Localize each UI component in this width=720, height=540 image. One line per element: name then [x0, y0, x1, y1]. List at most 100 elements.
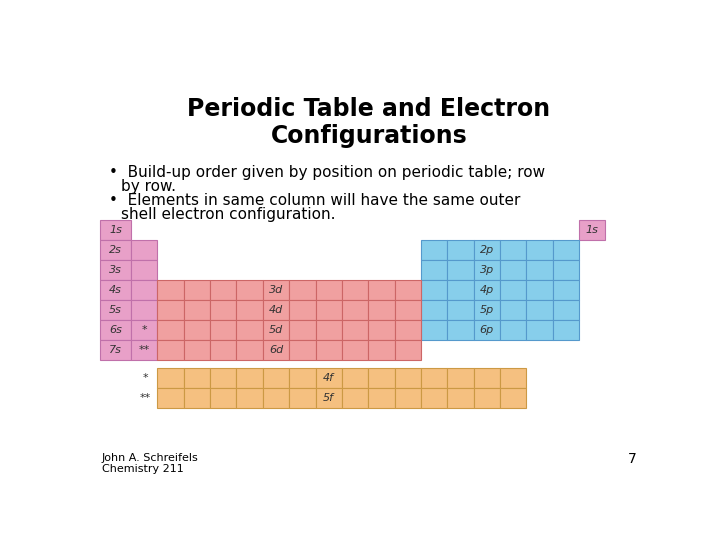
Text: Periodic Table and Electron
Configurations: Periodic Table and Electron Configuratio…: [187, 97, 551, 148]
FancyBboxPatch shape: [500, 388, 526, 408]
FancyBboxPatch shape: [131, 240, 158, 260]
FancyBboxPatch shape: [447, 320, 474, 340]
FancyBboxPatch shape: [342, 368, 368, 388]
FancyBboxPatch shape: [553, 280, 579, 300]
FancyBboxPatch shape: [315, 300, 342, 320]
FancyBboxPatch shape: [553, 260, 579, 280]
Text: •  Elements in same column will have the same outer: • Elements in same column will have the …: [109, 193, 521, 208]
FancyBboxPatch shape: [500, 368, 526, 388]
FancyBboxPatch shape: [158, 368, 184, 388]
FancyBboxPatch shape: [474, 368, 500, 388]
FancyBboxPatch shape: [158, 340, 184, 361]
FancyBboxPatch shape: [263, 388, 289, 408]
FancyBboxPatch shape: [100, 320, 131, 340]
Text: 1s: 1s: [586, 225, 598, 235]
FancyBboxPatch shape: [500, 280, 526, 300]
FancyBboxPatch shape: [421, 260, 447, 280]
FancyBboxPatch shape: [474, 260, 500, 280]
Text: *: *: [141, 326, 147, 335]
FancyBboxPatch shape: [553, 300, 579, 320]
FancyBboxPatch shape: [100, 260, 131, 280]
FancyBboxPatch shape: [289, 320, 315, 340]
FancyBboxPatch shape: [421, 388, 447, 408]
FancyBboxPatch shape: [184, 388, 210, 408]
FancyBboxPatch shape: [210, 340, 236, 361]
FancyBboxPatch shape: [526, 260, 553, 280]
FancyBboxPatch shape: [184, 320, 210, 340]
FancyBboxPatch shape: [447, 280, 474, 300]
FancyBboxPatch shape: [158, 388, 184, 408]
FancyBboxPatch shape: [579, 220, 606, 240]
Text: 6s: 6s: [109, 326, 122, 335]
FancyBboxPatch shape: [236, 320, 263, 340]
Text: **: **: [139, 346, 150, 355]
Text: 5p: 5p: [480, 306, 494, 315]
FancyBboxPatch shape: [421, 240, 447, 260]
FancyBboxPatch shape: [342, 280, 368, 300]
FancyBboxPatch shape: [236, 340, 263, 361]
FancyBboxPatch shape: [315, 368, 342, 388]
FancyBboxPatch shape: [553, 240, 579, 260]
Text: 6d: 6d: [269, 346, 283, 355]
FancyBboxPatch shape: [447, 388, 474, 408]
FancyBboxPatch shape: [342, 388, 368, 408]
FancyBboxPatch shape: [395, 280, 421, 300]
FancyBboxPatch shape: [289, 368, 315, 388]
FancyBboxPatch shape: [474, 280, 500, 300]
Text: by row.: by row.: [121, 179, 176, 194]
FancyBboxPatch shape: [263, 320, 289, 340]
Text: *: *: [143, 373, 148, 383]
FancyBboxPatch shape: [526, 320, 553, 340]
FancyBboxPatch shape: [131, 300, 158, 320]
FancyBboxPatch shape: [184, 280, 210, 300]
FancyBboxPatch shape: [368, 300, 395, 320]
Text: 3p: 3p: [480, 265, 494, 275]
FancyBboxPatch shape: [315, 340, 342, 361]
FancyBboxPatch shape: [100, 220, 131, 240]
FancyBboxPatch shape: [131, 280, 158, 300]
FancyBboxPatch shape: [315, 280, 342, 300]
FancyBboxPatch shape: [236, 388, 263, 408]
Text: 6p: 6p: [480, 326, 494, 335]
FancyBboxPatch shape: [500, 320, 526, 340]
FancyBboxPatch shape: [184, 368, 210, 388]
Text: 1s: 1s: [109, 225, 122, 235]
FancyBboxPatch shape: [500, 240, 526, 260]
FancyBboxPatch shape: [526, 280, 553, 300]
FancyBboxPatch shape: [158, 320, 184, 340]
FancyBboxPatch shape: [263, 340, 289, 361]
FancyBboxPatch shape: [395, 368, 421, 388]
Text: •  Build-up order given by position on periodic table; row: • Build-up order given by position on pe…: [109, 165, 546, 180]
FancyBboxPatch shape: [342, 300, 368, 320]
FancyBboxPatch shape: [263, 368, 289, 388]
FancyBboxPatch shape: [368, 388, 395, 408]
FancyBboxPatch shape: [289, 388, 315, 408]
Text: 5s: 5s: [109, 306, 122, 315]
FancyBboxPatch shape: [395, 340, 421, 361]
FancyBboxPatch shape: [421, 320, 447, 340]
Text: 2p: 2p: [480, 245, 494, 255]
FancyBboxPatch shape: [236, 368, 263, 388]
FancyBboxPatch shape: [500, 300, 526, 320]
Text: 4d: 4d: [269, 306, 283, 315]
FancyBboxPatch shape: [421, 368, 447, 388]
FancyBboxPatch shape: [368, 368, 395, 388]
FancyBboxPatch shape: [474, 388, 500, 408]
FancyBboxPatch shape: [553, 320, 579, 340]
Text: 2s: 2s: [109, 245, 122, 255]
FancyBboxPatch shape: [474, 300, 500, 320]
FancyBboxPatch shape: [100, 300, 131, 320]
FancyBboxPatch shape: [210, 320, 236, 340]
FancyBboxPatch shape: [368, 320, 395, 340]
FancyBboxPatch shape: [184, 340, 210, 361]
FancyBboxPatch shape: [100, 280, 131, 300]
Text: 4f: 4f: [323, 373, 334, 383]
Text: shell electron configuration.: shell electron configuration.: [121, 207, 336, 222]
FancyBboxPatch shape: [131, 320, 158, 340]
FancyBboxPatch shape: [289, 280, 315, 300]
FancyBboxPatch shape: [526, 300, 553, 320]
FancyBboxPatch shape: [395, 300, 421, 320]
FancyBboxPatch shape: [395, 320, 421, 340]
Text: 3s: 3s: [109, 265, 122, 275]
Text: 7: 7: [628, 452, 636, 466]
